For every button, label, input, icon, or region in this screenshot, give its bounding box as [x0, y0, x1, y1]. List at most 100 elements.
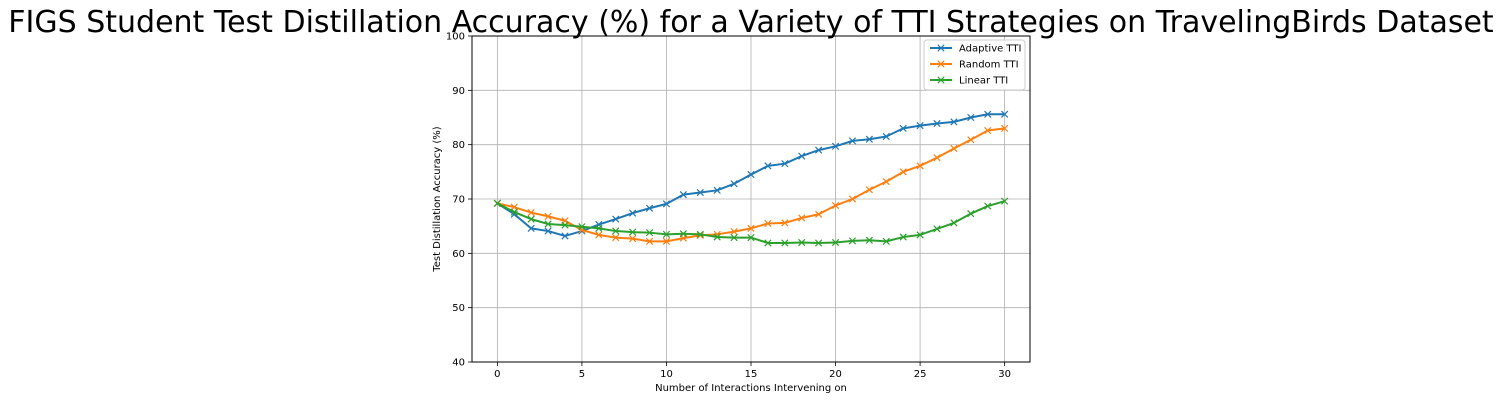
- random-tti-point: [764, 219, 772, 228]
- legend-random-tti-marker: [937, 60, 945, 68]
- x-tick-label: 0: [494, 369, 500, 380]
- random-tti-point: [527, 208, 535, 217]
- linear-tti-point: [882, 237, 890, 246]
- linear-tti-point: [595, 224, 603, 232]
- plot-series: [493, 110, 1009, 247]
- random-tti-point: [645, 237, 654, 246]
- legend-random-tti-label: Random TTI: [959, 60, 1019, 71]
- linear-tti-point: [679, 230, 687, 238]
- random-tti-point: [899, 168, 907, 176]
- random-tti-point: [831, 201, 840, 210]
- axis-ticks: 0 5 10 15 20 25 30 40 50 60 70 80 90 100: [446, 32, 1011, 381]
- adaptive-tti-point: [662, 200, 671, 208]
- linear-tti-point: [493, 199, 501, 207]
- linear-tti-point: [645, 229, 654, 237]
- random-tti-point: [916, 162, 924, 170]
- random-tti-point: [798, 214, 806, 222]
- adaptive-tti-point: [764, 162, 772, 170]
- random-tti-point: [730, 227, 738, 236]
- x-tick-label: 15: [745, 369, 758, 380]
- y-tick-label: 100: [446, 32, 465, 43]
- adaptive-tti-point: [967, 113, 975, 122]
- linear-tti-point: [798, 238, 806, 247]
- linear-tti-point: [662, 230, 671, 238]
- x-tick-label: 25: [914, 369, 927, 380]
- linear-tti-point: [899, 233, 907, 241]
- random-tti-point: [1001, 124, 1009, 132]
- x-tick-label: 10: [660, 369, 673, 380]
- random-tti-point: [595, 231, 603, 239]
- adaptive-tti-point: [612, 215, 620, 223]
- y-tick-label: 60: [452, 249, 465, 260]
- random-tti-point: [612, 233, 620, 242]
- adaptive-tti-point: [916, 122, 924, 130]
- linear-tti-point: [933, 225, 941, 233]
- legend: Adaptive TTI Random TTI Linear TTI: [923, 39, 1026, 91]
- y-tick-label: 80: [452, 140, 465, 151]
- random-tti-point: [865, 186, 873, 194]
- adaptive-tti-point: [730, 180, 738, 188]
- linear-tti-point: [747, 233, 755, 242]
- linear-tti-point: [1001, 197, 1009, 205]
- legend-adaptive-tti-label: Adaptive TTI: [959, 44, 1021, 55]
- adaptive-tti-point: [544, 227, 552, 235]
- random-tti-point: [933, 154, 941, 162]
- y-tick-label: 50: [452, 303, 465, 314]
- random-tti-point: [950, 144, 958, 153]
- linear-tti-point: [527, 215, 535, 223]
- random-tti-point: [882, 177, 890, 186]
- adaptive-tti-point: [798, 152, 806, 160]
- legend-linear-tti-marker: [937, 76, 945, 84]
- adaptive-tti-point: [747, 170, 755, 179]
- linear-tti-point: [848, 237, 857, 245]
- linear-tti-point: [781, 239, 789, 247]
- linear-tti-point: [831, 238, 840, 247]
- adaptive-tti-point: [933, 119, 941, 128]
- adaptive-tti-point: [679, 191, 687, 199]
- linear-tti-point: [950, 219, 958, 227]
- linear-tti-point: [510, 208, 518, 216]
- random-tti-point: [815, 210, 823, 218]
- random-tti-point: [662, 237, 671, 246]
- random-tti-point: [747, 224, 755, 232]
- linear-tti-point: [578, 223, 586, 231]
- adaptive-tti-point: [865, 135, 873, 143]
- linear-tti-point: [916, 231, 924, 239]
- x-axis-label: Number of Interactions Intervening on: [655, 383, 847, 394]
- linear-tti-point: [713, 233, 721, 241]
- random-tti-point: [967, 136, 975, 144]
- linear-tti-point: [967, 210, 975, 218]
- random-tti-point: [984, 126, 992, 135]
- linear-tti-point: [984, 202, 992, 210]
- adaptive-tti-point: [899, 124, 907, 132]
- linear-tti-point: [544, 220, 552, 228]
- adaptive-tti-point: [713, 186, 721, 194]
- linear-tti-point: [612, 227, 620, 235]
- adaptive-tti-point: [815, 146, 823, 154]
- adaptive-tti-point: [831, 142, 840, 150]
- legend-adaptive-tti-marker: [937, 44, 945, 52]
- adaptive-tti-point: [629, 209, 637, 217]
- y-tick-label: 70: [452, 195, 465, 206]
- adaptive-tti-point: [561, 232, 569, 240]
- chart-title: FIGS Student Test Distillation Accuracy …: [8, 5, 1494, 40]
- adaptive-tti-point: [1001, 110, 1009, 118]
- adaptive-tti-point: [645, 204, 654, 212]
- adaptive-tti-point: [781, 160, 789, 168]
- random-tti-point: [544, 212, 552, 221]
- random-tti-point: [629, 235, 637, 243]
- y-tick-label: 90: [452, 86, 465, 97]
- adaptive-tti-point: [848, 137, 857, 145]
- linear-tti-point: [696, 230, 704, 238]
- linear-tti-point: [815, 239, 823, 247]
- x-tick-label: 5: [579, 369, 585, 380]
- adaptive-tti-point: [950, 118, 958, 126]
- y-axis-label: Test Distillation Accuracy (%): [432, 126, 443, 273]
- legend-frame: [923, 39, 1026, 91]
- random-tti-point: [848, 195, 857, 203]
- adaptive-tti-point: [696, 188, 704, 197]
- adaptive-tti-point: [527, 224, 535, 232]
- linear-tti-point: [730, 233, 738, 242]
- legend-linear-tti-label: Linear TTI: [959, 76, 1008, 87]
